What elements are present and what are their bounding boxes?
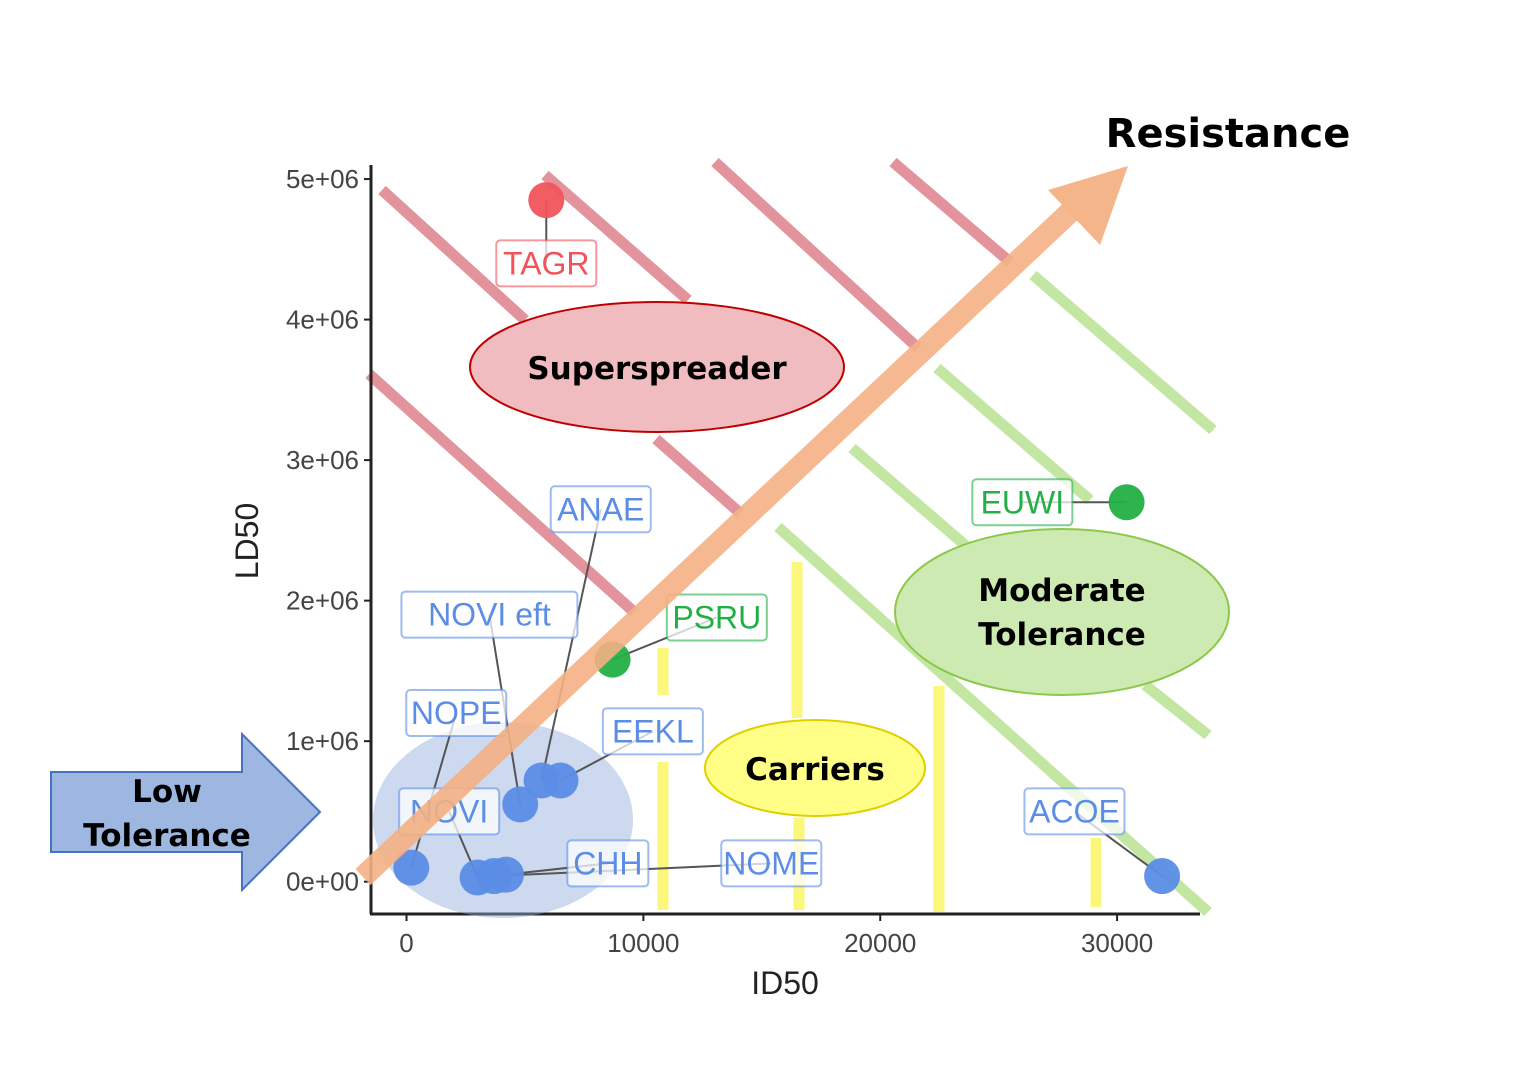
point-label: PSRU <box>672 599 761 635</box>
green-band <box>1029 270 1217 435</box>
point-label: ANAE <box>557 491 644 527</box>
data-point <box>1108 484 1145 521</box>
point-label-box <box>971 478 1074 527</box>
superspreader-region: Superspreader <box>469 301 845 433</box>
x-tick-label: 20000 <box>844 928 916 958</box>
red-band <box>652 434 744 518</box>
label-connector <box>540 509 602 781</box>
low-tolerance-label-line2: Tolerance <box>83 818 251 854</box>
x-tick-label: 10000 <box>607 928 679 958</box>
data-point <box>476 858 513 895</box>
superspreader-ellipse <box>469 301 845 433</box>
carriers-label: Carriers <box>745 752 885 788</box>
data-point <box>502 786 539 823</box>
point-label: EUWI <box>981 484 1065 520</box>
y-tick-label: 3e+06 <box>286 445 359 475</box>
x-axis-title: ID50 <box>751 965 819 1001</box>
point-label-box <box>566 839 650 888</box>
y-axis-title: LD50 <box>229 503 265 580</box>
data-point <box>528 182 565 219</box>
point-label-box <box>495 239 598 288</box>
x-tick-label: 0 <box>399 928 413 958</box>
y-tick-label: 4e+06 <box>286 305 359 335</box>
red-band <box>711 157 922 353</box>
y-tick-label: 0e+00 <box>286 867 359 897</box>
point-label: NOPE <box>411 695 502 731</box>
x-ticks: 0 10000 20000 30000 <box>399 914 1153 958</box>
carriers-ellipse <box>704 719 926 817</box>
point-label: EEKL <box>612 713 694 749</box>
moderate-tolerance-label-line1: Moderate <box>978 573 1145 609</box>
red-band <box>378 185 529 325</box>
point-label: CHH <box>573 845 642 881</box>
moderate-tolerance-region: Moderate Tolerance <box>894 528 1230 696</box>
red-band <box>365 369 638 617</box>
green-band <box>1141 680 1212 740</box>
point-label: TAGR <box>503 245 590 281</box>
y-tick-label: 1e+06 <box>286 726 359 756</box>
resistance-label: Resistance <box>1106 111 1351 157</box>
resistance-arrow-shaft <box>355 203 1078 886</box>
point-label-box <box>405 689 508 738</box>
point-label: NOME <box>723 845 819 881</box>
carriers-region: Carriers <box>704 719 926 817</box>
data-point <box>1144 858 1181 895</box>
resistance-arrow-head <box>1048 166 1128 245</box>
moderate-tolerance-label-line2: Tolerance <box>978 617 1146 653</box>
green-band <box>774 522 1212 917</box>
point-label: ACOE <box>1029 793 1120 829</box>
x-tick-label: 30000 <box>1081 928 1153 958</box>
point-label-box <box>400 590 579 639</box>
point-label-box <box>601 707 704 756</box>
superspreader-label: Superspreader <box>527 351 787 387</box>
point-label-box <box>665 593 768 642</box>
y-tick-label: 2e+06 <box>286 586 359 616</box>
resistance-arrow <box>355 166 1128 886</box>
low-tolerance-arrow-shape <box>50 731 322 893</box>
green-band <box>933 363 1094 505</box>
red-band <box>541 170 692 305</box>
axes: 0e+00 1e+06 2e+06 3e+06 4e+06 5e+06 0 10000 200… <box>229 164 1200 1001</box>
data-point <box>393 849 430 886</box>
yellow-bands <box>657 562 1102 912</box>
moderate-tolerance-ellipse <box>894 528 1230 696</box>
red-band <box>889 157 1014 267</box>
point-label-box <box>1023 787 1126 836</box>
point-label: NOVI eft <box>428 597 551 633</box>
data-point <box>542 762 579 799</box>
low-tolerance-arrow: Low Tolerance <box>50 731 322 893</box>
point-label-box <box>549 485 652 534</box>
red-bands <box>365 157 1014 617</box>
low-tolerance-label-line1: Low <box>132 774 202 810</box>
point-label-box <box>720 839 823 888</box>
y-tick-label: 5e+06 <box>286 164 359 194</box>
y-ticks: 0e+00 1e+06 2e+06 3e+06 4e+06 5e+06 <box>286 164 371 897</box>
